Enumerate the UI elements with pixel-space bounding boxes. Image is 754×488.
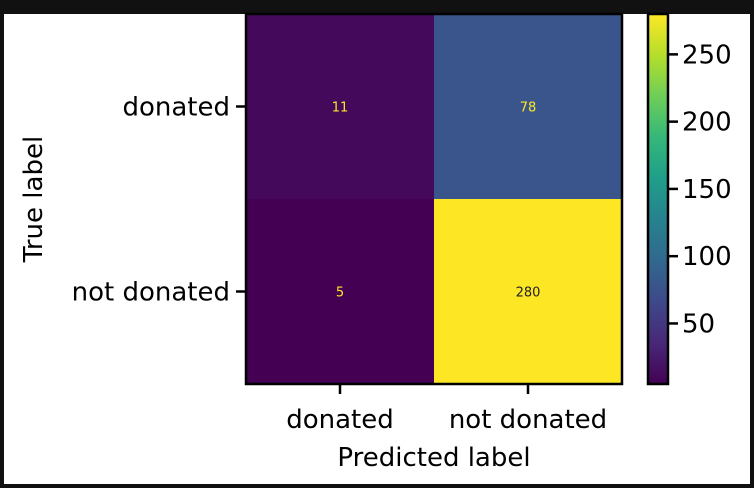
x-axis-ticks: donated not donated (286, 384, 607, 435)
plot-frame (244, 12, 624, 386)
y-tick-label: donated (122, 93, 230, 123)
y-axis-label: True label (19, 136, 49, 263)
colorbar-tick-label: 150 (682, 175, 732, 205)
y-axis-ticks: donated not donated (72, 93, 246, 308)
colorbar-tick-label: 100 (682, 242, 732, 272)
heatmap-cell-labels: 11 78 5 280 (332, 101, 541, 301)
heatmap-cell (246, 199, 434, 384)
x-tick-label: donated (286, 405, 394, 435)
heatmap-cell (434, 14, 622, 199)
colorbar (646, 12, 670, 386)
cell-value-label: 5 (336, 286, 344, 301)
x-axis-label: Predicted label (337, 443, 530, 473)
cell-value-label: 280 (516, 286, 541, 301)
colorbar-tick-label: 200 (682, 108, 732, 138)
colorbar-ticks: 50 100 150 200 250 (668, 40, 732, 339)
heatmap-cell (246, 14, 434, 199)
x-tick-label: not donated (449, 405, 607, 435)
heatmap-cell (434, 199, 622, 384)
colorbar-tick-label: 50 (682, 309, 715, 339)
heatmap-cells (246, 14, 622, 384)
cell-value-label: 11 (332, 101, 349, 116)
y-tick-label: not donated (72, 278, 230, 308)
cell-value-label: 78 (520, 101, 537, 116)
colorbar-tick-label: 250 (682, 40, 732, 70)
